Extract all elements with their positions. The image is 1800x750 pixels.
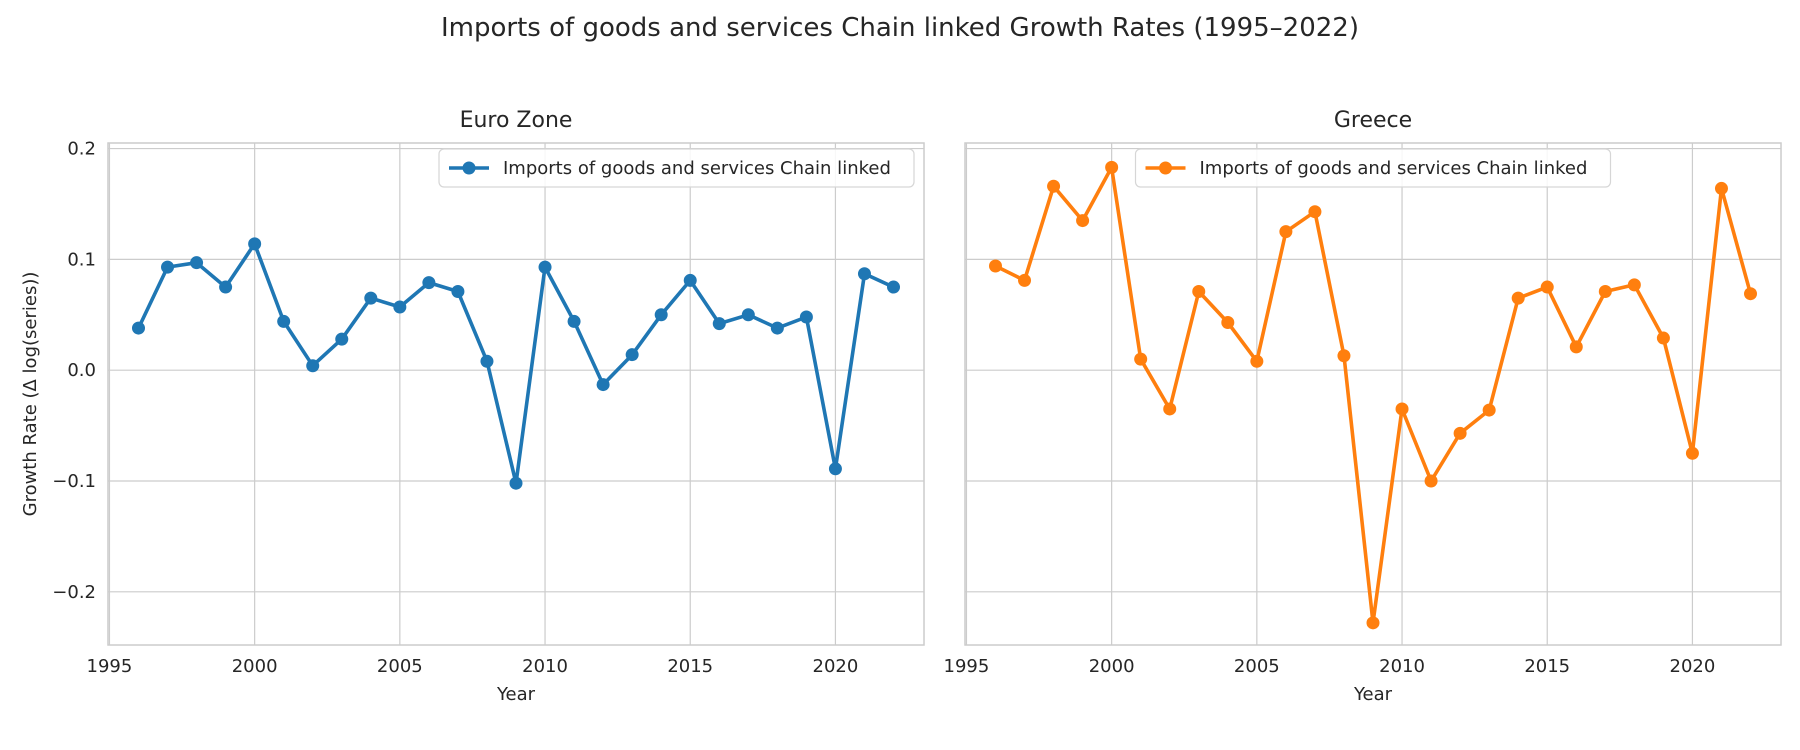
x-tick-label: 2020 (1670, 656, 1716, 677)
chart-panel-2: 1995 2000 2005 2010 2015 2020 Greece Year Import… (944, 108, 1782, 705)
panel-title: Euro Zone (460, 108, 573, 133)
data-point (683, 273, 697, 287)
data-point (306, 359, 320, 373)
x-tick-label: 2010 (1379, 656, 1425, 677)
figure-title: Imports of goods and services Chain link… (441, 13, 1359, 43)
x-tick-label: 1995 (87, 656, 133, 677)
data-point (1656, 331, 1670, 345)
x-tick-label: 2000 (1089, 656, 1135, 677)
x-tick-label: 2015 (667, 656, 713, 677)
data-point (857, 267, 871, 281)
data-point (161, 260, 175, 274)
legend: Imports of goods and services Chain link… (1134, 148, 1612, 188)
data-point (1366, 616, 1380, 630)
data-point (1598, 284, 1612, 298)
chart-panel-1: 1995 2000 2005 2010 2015 2020 −0.2 −0.1 0.0 0.1 0.… (20, 108, 925, 705)
y-tick-label: 0.0 (67, 360, 96, 381)
data-point (451, 284, 465, 298)
data-point (248, 237, 262, 251)
legend-box (438, 148, 915, 188)
x-tick-label: 2000 (232, 656, 278, 677)
data-point (799, 310, 813, 324)
legend-label: Imports of goods and services Chain link… (1200, 158, 1588, 179)
data-point (1192, 284, 1206, 298)
data-point (741, 308, 755, 322)
data-point (1627, 278, 1641, 292)
y-axis-label: Growth Rate (Δ log(series)) (20, 272, 41, 517)
y-tick-label: −0.2 (52, 582, 96, 603)
data-point (131, 321, 145, 335)
data-point (1076, 214, 1090, 228)
data-point (887, 280, 901, 294)
y-tick-label: 0.2 (67, 139, 96, 160)
legend-label: Imports of goods and services Chain link… (503, 158, 891, 179)
y-tick-label: 0.1 (67, 249, 96, 270)
data-point (1221, 316, 1235, 330)
data-point (538, 260, 552, 274)
data-point (219, 280, 233, 294)
x-tick-label: 2020 (813, 656, 859, 677)
data-point (190, 256, 204, 270)
data-point (335, 332, 349, 346)
data-point (567, 314, 581, 328)
data-point (828, 462, 842, 476)
y-tick-label: −0.1 (52, 471, 96, 492)
series-line (136, 242, 896, 486)
data-point (1744, 287, 1758, 301)
data-point (509, 476, 523, 490)
data-point (364, 291, 378, 305)
data-point (1134, 352, 1148, 366)
data-point (1279, 225, 1293, 239)
data-point (393, 300, 407, 314)
panel-title: Greece (1334, 108, 1412, 133)
data-point (1482, 403, 1496, 417)
data-point (988, 259, 1002, 273)
x-tick-label: 1995 (944, 656, 990, 677)
data-point (277, 314, 291, 328)
data-point (1714, 181, 1728, 195)
data-point (1424, 474, 1438, 488)
data-point (770, 321, 784, 335)
x-tick-label: 2005 (1234, 656, 1280, 677)
legend-box (1134, 148, 1612, 188)
legend-marker (462, 161, 476, 175)
data-point (1569, 340, 1583, 354)
plot-frame (964, 142, 1782, 646)
data-point (1337, 349, 1351, 363)
data-point (1511, 291, 1525, 305)
data-point (1540, 280, 1554, 294)
plot-frame (107, 142, 925, 646)
data-point (1685, 446, 1699, 460)
data-point (1105, 160, 1119, 174)
legend: Imports of goods and services Chain link… (438, 148, 915, 188)
data-point (625, 348, 639, 362)
data-point (1395, 402, 1409, 416)
data-point (654, 308, 668, 322)
x-tick-label: 2015 (1524, 656, 1570, 677)
data-point (596, 378, 610, 392)
x-tick-label: 2010 (522, 656, 568, 677)
data-point (1047, 179, 1061, 193)
data-point (422, 276, 436, 290)
x-tick-label: 2005 (377, 656, 423, 677)
series-line (993, 165, 1753, 625)
data-point (712, 317, 726, 331)
data-point (1453, 426, 1467, 440)
data-point (1163, 402, 1177, 416)
data-point (1308, 205, 1322, 219)
data-point (1018, 273, 1032, 287)
legend-marker (1159, 161, 1172, 175)
data-point (480, 354, 494, 368)
data-point (1250, 354, 1264, 368)
x-axis-label: Year (1353, 684, 1393, 705)
x-axis-label: Year (496, 684, 536, 705)
